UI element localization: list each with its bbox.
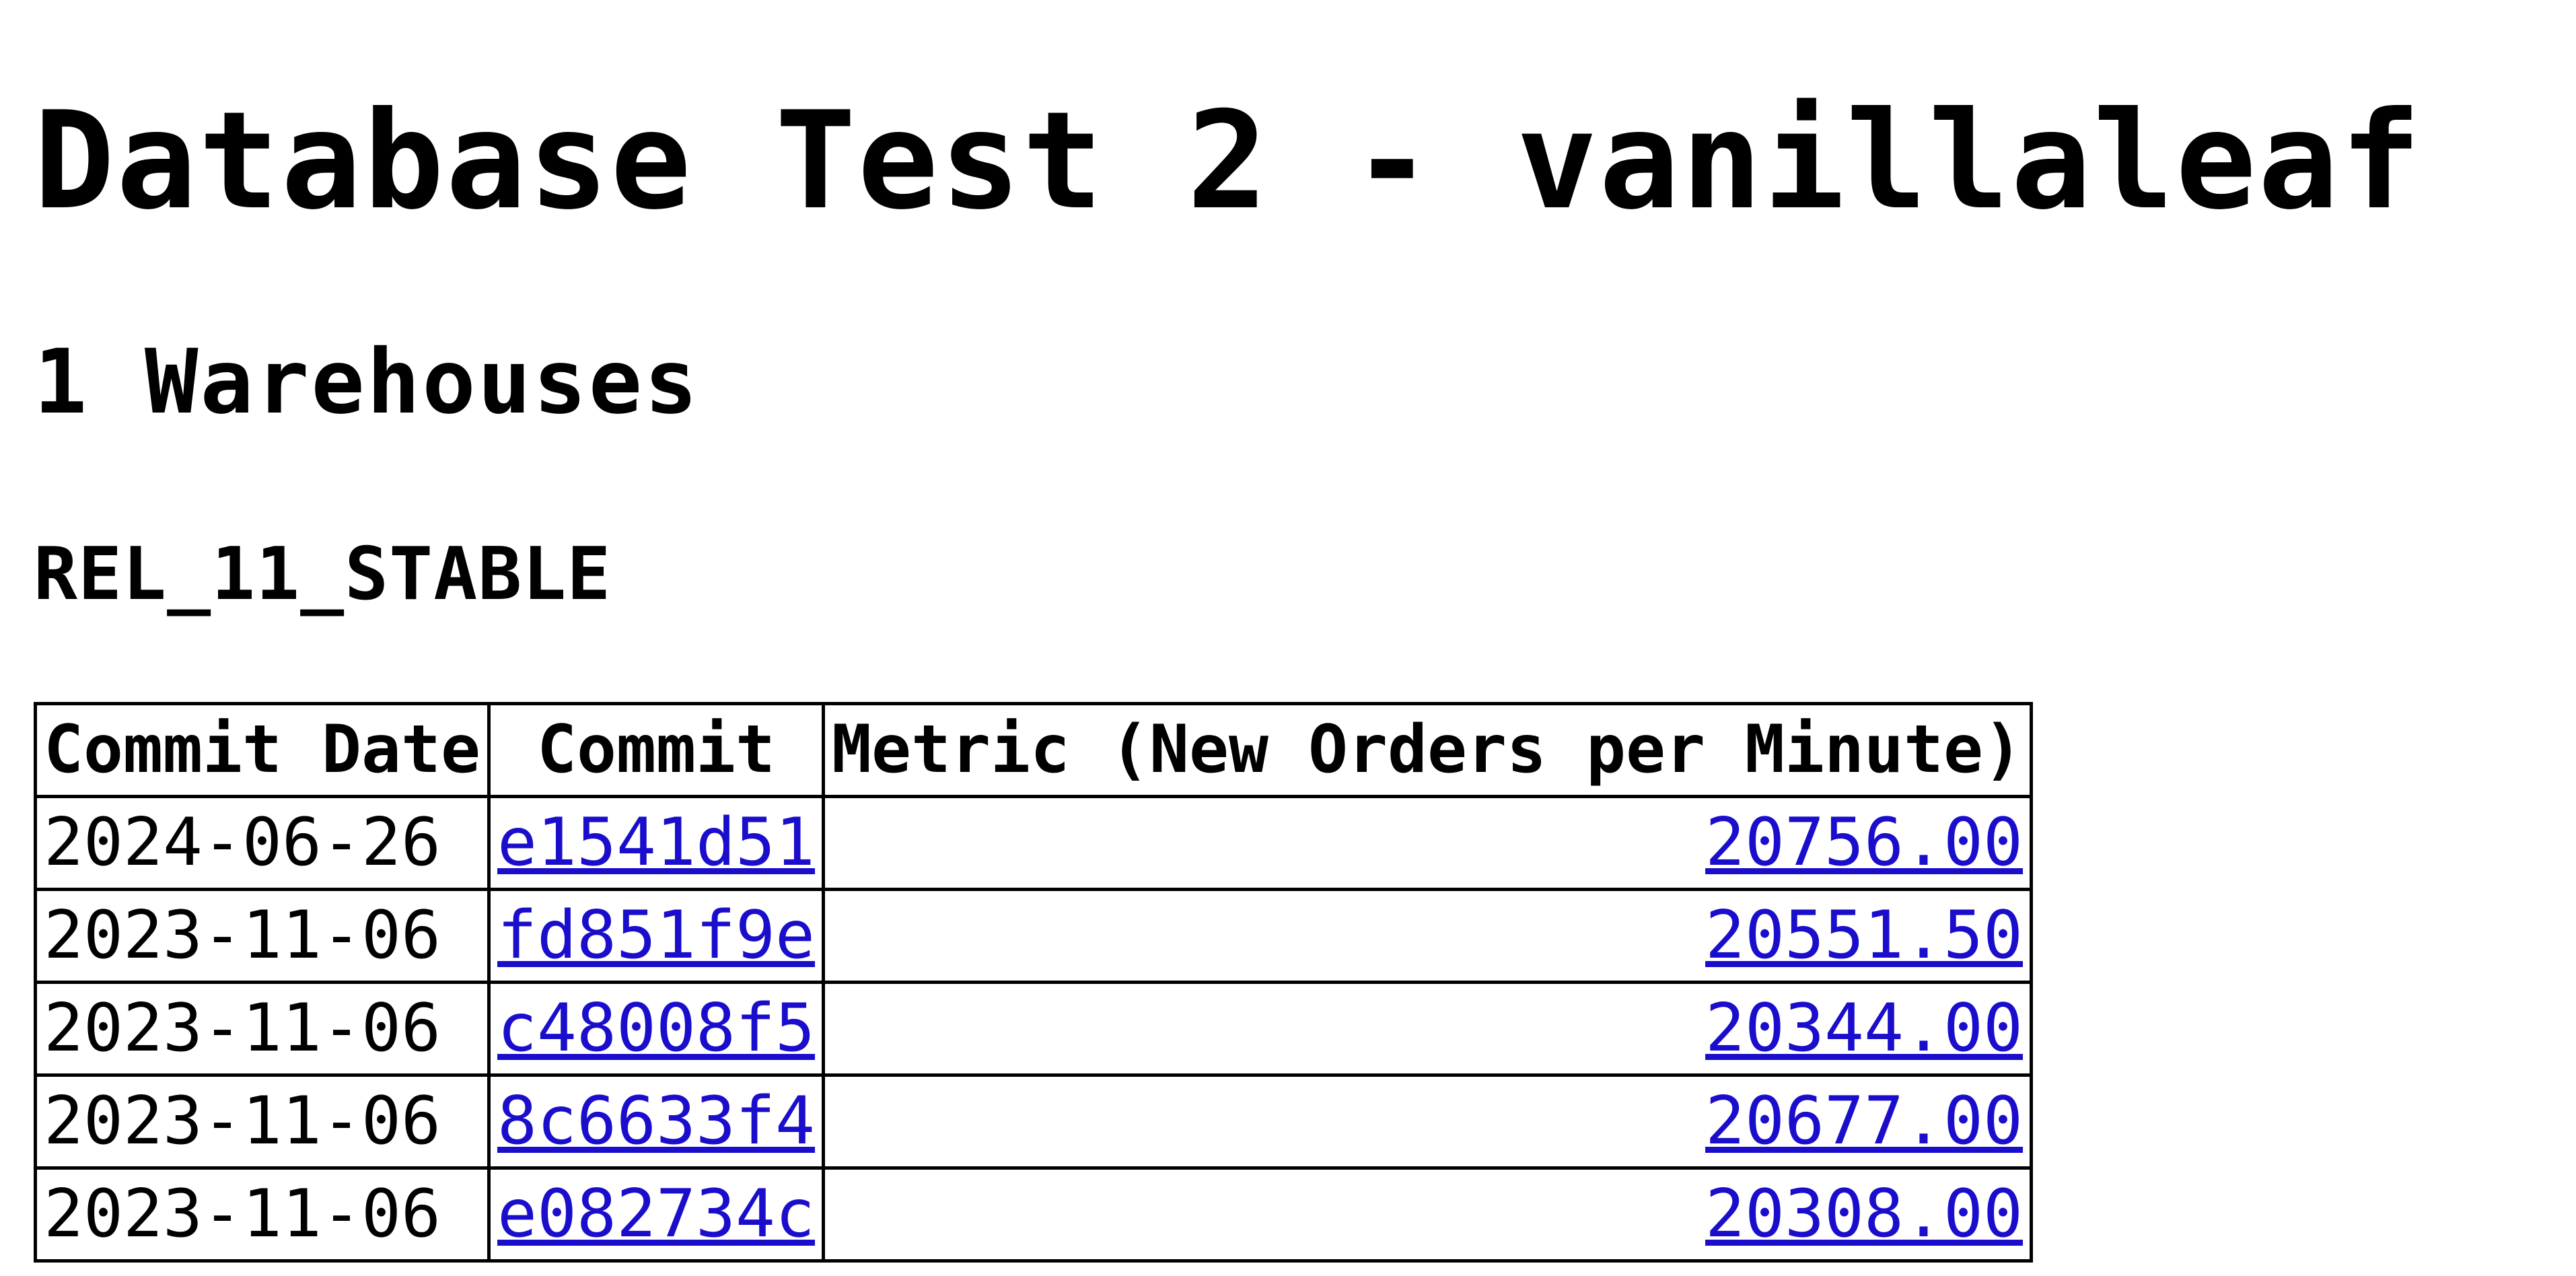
header-commit: Commit: [487, 702, 826, 798]
metric-cell: 20677.00: [822, 1073, 2034, 1170]
header-metric: Metric (New Orders per Minute): [822, 702, 2034, 798]
metric-link[interactable]: 20677.00: [1705, 1083, 2024, 1160]
commit-cell: 8c6633f4: [487, 1073, 826, 1170]
table-row: 2023-11-06 e082734c 20308.00: [33, 1166, 2034, 1263]
metric-cell: 20756.00: [822, 795, 2034, 891]
metric-link[interactable]: 20551.50: [1705, 897, 2024, 974]
commit-link[interactable]: c48008f5: [497, 990, 816, 1067]
commit-date-cell: 2023-11-06: [33, 981, 491, 1077]
metric-cell: 20308.00: [822, 1166, 2034, 1263]
commit-date-cell: 2023-11-06: [33, 888, 491, 984]
commit-cell: e1541d51: [487, 795, 826, 891]
table-row: 2023-11-06 c48008f5 20344.00: [33, 981, 2034, 1077]
metric-cell: 20551.50: [822, 888, 2034, 984]
page-title: Database Test 2 - vanillaleaf: [34, 83, 2423, 240]
commit-date-cell: 2023-11-06: [33, 1073, 491, 1170]
commit-date-cell: 2023-11-06: [33, 1166, 491, 1263]
header-commit-date: Commit Date: [33, 702, 491, 798]
commit-link[interactable]: fd851f9e: [497, 897, 816, 974]
commit-cell: c48008f5: [487, 981, 826, 1077]
table-header-row: Commit Date Commit Metric (New Orders pe…: [33, 702, 2034, 798]
table-row: 2024-06-26 e1541d51 20756.00: [33, 795, 2034, 891]
commit-link[interactable]: e082734c: [497, 1176, 816, 1252]
metric-link[interactable]: 20756.00: [1705, 804, 2024, 881]
results-table: Commit Date Commit Metric (New Orders pe…: [33, 702, 2034, 1263]
commit-cell: e082734c: [487, 1166, 826, 1263]
metric-link[interactable]: 20344.00: [1705, 990, 2024, 1067]
page-subtitle: 1 Warehouses: [34, 330, 700, 434]
commit-date-cell: 2024-06-26: [33, 795, 491, 891]
metric-cell: 20344.00: [822, 981, 2034, 1077]
table-row: 2023-11-06 8c6633f4 20677.00: [33, 1073, 2034, 1170]
commit-link[interactable]: e1541d51: [497, 804, 816, 881]
metric-link[interactable]: 20308.00: [1705, 1176, 2024, 1252]
commit-link[interactable]: 8c6633f4: [497, 1083, 816, 1160]
commit-cell: fd851f9e: [487, 888, 826, 984]
branch-heading: REL_11_STABLE: [34, 532, 612, 616]
table-row: 2023-11-06 fd851f9e 20551.50: [33, 888, 2034, 984]
